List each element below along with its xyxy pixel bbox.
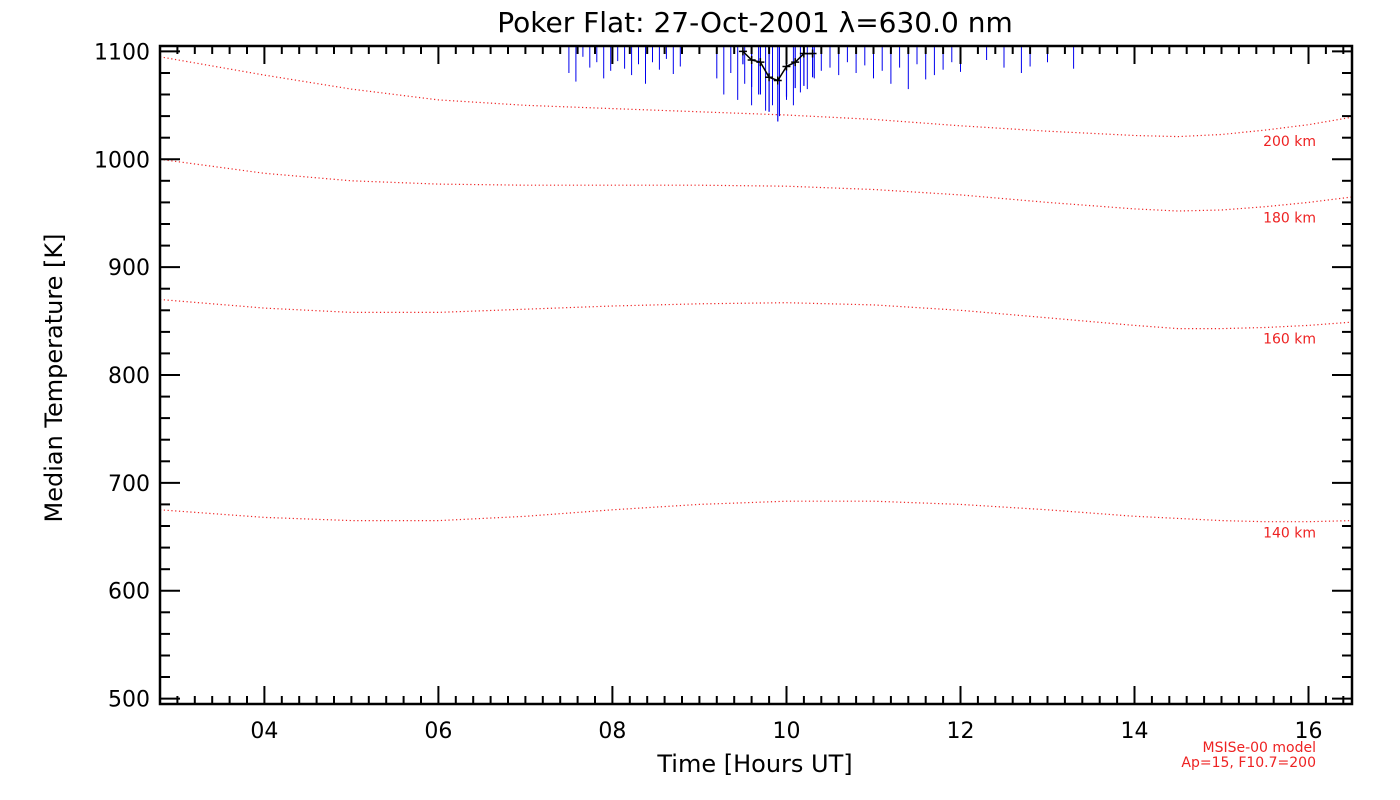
y-tick-label: 500 [108,688,150,713]
y-tick-label: 800 [108,364,150,389]
y-tick-label: 1000 [94,148,150,173]
y-tick-label: 900 [108,256,150,281]
median-point [738,47,747,56]
x-tick-label: 12 [947,719,975,744]
model-curve-label: 200 km [1263,134,1316,150]
y-tick-label: 600 [108,580,150,605]
y-tick-label: 700 [108,472,150,497]
x-axis-label: Time [Hours UT] [656,750,852,778]
plot-frame [158,44,1354,706]
chart-title: Poker Flat: 27-Oct-2001 λ=630.0 nm [497,6,1013,39]
model-label-line1: MSISe-00 model [1202,740,1316,756]
x-tick-label: 04 [250,719,278,744]
median-point [773,76,782,85]
model-curve-140km [159,500,1353,523]
model-curves-layer: 200 km 180 km 160 km 140 km [159,56,1353,542]
model-curve-label: 160 km [1263,332,1316,348]
median-point [765,73,774,82]
axes-layer: 04 06 08 10 12 14 16 500 600 700 800 900 1000 1100 [94,40,1354,744]
median-point [756,58,765,67]
y-tick-label: 1100 [94,40,150,65]
model-curve-label: 180 km [1263,211,1316,227]
errorbars-layer [568,46,1075,122]
x-tick-label: 14 [1121,719,1149,744]
y-axis-label: Median Temperature [K] [40,233,68,522]
x-tick-label: 16 [1295,719,1323,744]
model-label-line2: Ap=15, F10.7=200 [1181,755,1316,771]
median-point [747,56,756,65]
model-curve-160km [159,298,1353,330]
median-point [808,49,817,58]
model-curve-200km [159,56,1353,138]
x-tick-label: 06 [424,719,452,744]
median-point [791,58,800,67]
model-curve-180km [159,158,1353,212]
model-curve-label: 140 km [1263,526,1316,542]
x-tick-label: 10 [773,719,801,744]
x-tick-label: 08 [598,719,626,744]
